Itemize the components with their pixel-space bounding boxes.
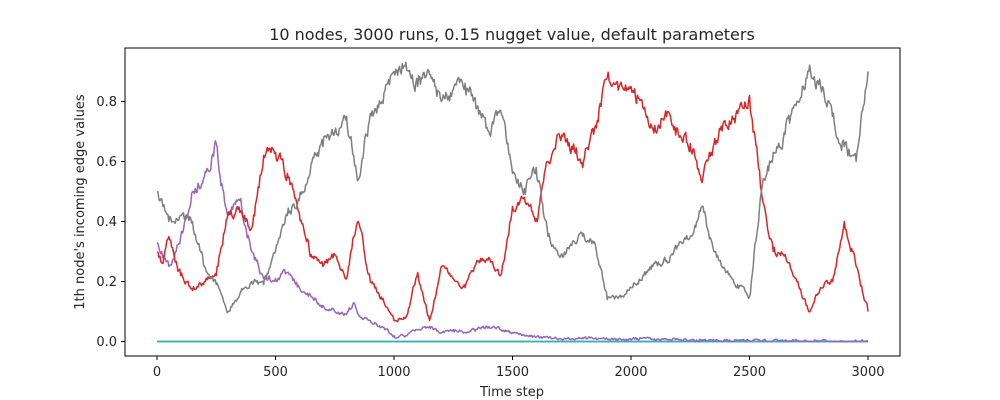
series-line-8 [156, 140, 869, 343]
x-axis-label: Time step [479, 385, 544, 400]
y-axis-label: 1th node's incoming edge values [73, 94, 88, 310]
x-tick-label: 3000 [851, 365, 884, 380]
series-layer [156, 61, 869, 343]
x-tick-label: 2500 [733, 365, 766, 380]
x-tick-label: 0 [153, 365, 161, 380]
y-tick-label: 0.8 [96, 95, 117, 110]
y-tick-label: 0.2 [96, 275, 117, 290]
x-tick-label: 1500 [496, 365, 529, 380]
y-tick-label: 0.6 [96, 155, 117, 170]
x-tick-label: 500 [263, 365, 288, 380]
series-line-9 [156, 71, 869, 323]
y-axis: 0.0 0.2 0.4 0.6 0.8 [96, 95, 125, 350]
x-axis: 0 500 1000 1500 2000 2500 3000 [153, 356, 885, 380]
chart-title: 10 nodes, 3000 runs, 0.15 nugget value, … [269, 25, 755, 44]
x-tick-label: 2000 [614, 365, 647, 380]
x-tick-label: 1000 [377, 365, 410, 380]
y-tick-label: 0.0 [96, 335, 117, 350]
series-line-10 [156, 61, 869, 314]
plot-frame [124, 47, 901, 357]
y-tick-label: 0.4 [96, 215, 117, 230]
